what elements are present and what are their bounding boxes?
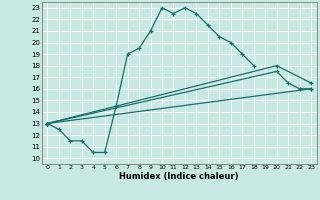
X-axis label: Humidex (Indice chaleur): Humidex (Indice chaleur) bbox=[119, 172, 239, 181]
